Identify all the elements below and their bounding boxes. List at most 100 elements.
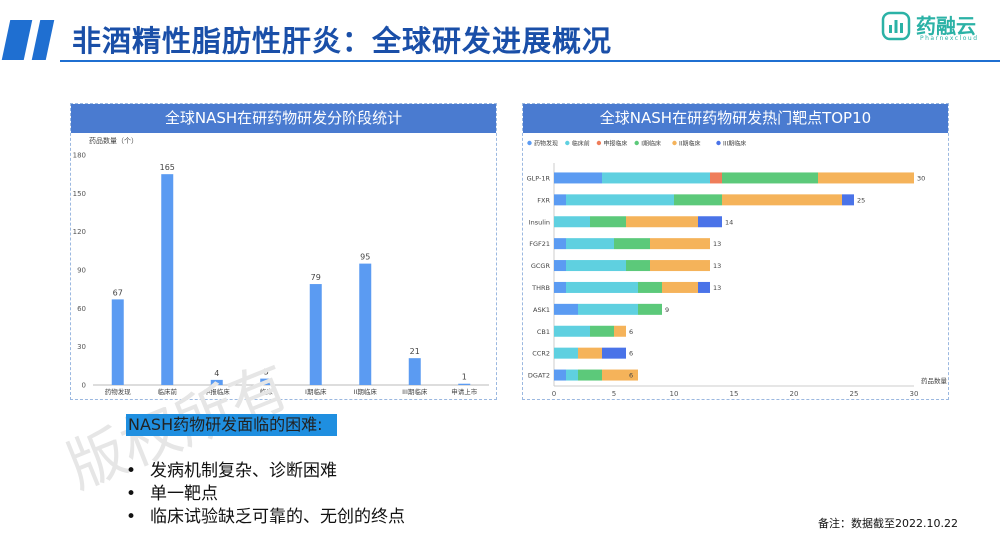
bar-segment: [638, 303, 662, 315]
x-axis-label: 药品数量: [921, 376, 948, 385]
bar: [111, 299, 124, 385]
bar-segment: [602, 369, 638, 381]
bar-segment: [554, 281, 566, 293]
x-tick-label: 申请上市: [451, 387, 478, 396]
logo-subtitle: Pharnexcloud: [920, 35, 979, 42]
list-item-text: 临床试验缺乏可靠的、无创的终点: [150, 507, 405, 527]
bar-segment: [566, 281, 638, 293]
bar-segment: [722, 172, 818, 184]
y-tick-label: FGF21: [529, 240, 550, 248]
bar-total-label: 13: [713, 240, 721, 248]
bar-segment: [554, 238, 566, 250]
bar-total-label: 6: [629, 350, 633, 358]
bar-value-label: 95: [360, 253, 370, 262]
bar-total-label: 30: [917, 174, 925, 182]
bar: [210, 379, 223, 385]
bar-segment: [602, 172, 710, 184]
legend-marker: [672, 140, 677, 146]
brand-logo: 药融云 Pharnexcloud: [880, 8, 992, 48]
bar-value-label: 1: [462, 373, 467, 382]
y-axis-label: 药品数量（个）: [89, 136, 138, 145]
legend-entry: I期临床: [641, 140, 661, 148]
bar-segment: [554, 369, 566, 381]
stage-bar-chart: 药品数量（个） 0 30 60 90 120 150 180 67 药物发现 165 临床前 4 申报临床…: [73, 136, 489, 396]
bullet-dot: •: [126, 507, 137, 527]
legend-entry: 临床前: [572, 140, 590, 148]
stage-chart-panel: 全球NASH在研药物研发分阶段统计 药品数量（个） 0 30 60 90 120 150 18…: [70, 103, 497, 400]
bar-total-label: 14: [725, 218, 733, 226]
list-item: • 发病机制复杂、诊断困难: [126, 460, 405, 483]
legend-entry: III期临床: [723, 140, 746, 148]
bar-value-label: 5: [264, 368, 269, 377]
bar-segment: [722, 194, 842, 206]
section-label: NASH药物研发面临的困难:: [126, 414, 337, 436]
legend-entry: 药物发现: [534, 140, 558, 148]
bar-segment: [650, 238, 710, 250]
bar: [260, 378, 273, 385]
bar-segment: [578, 347, 602, 359]
bar-segment: [638, 281, 662, 293]
legend-marker: [716, 140, 721, 146]
bar-segment: [554, 194, 566, 206]
legend-entry: II期临床: [679, 140, 701, 148]
x-tick-label: 药物发现: [105, 387, 132, 396]
y-tick-label: ASK1: [533, 306, 550, 314]
bar-segment: [698, 216, 722, 228]
x-tick-label: 30: [910, 390, 919, 398]
bar-segment: [674, 194, 722, 206]
bar-segment: [614, 325, 626, 337]
legend-entry: 申报临床: [603, 140, 627, 148]
bar-segment: [554, 216, 590, 228]
bar-segment: [614, 238, 650, 250]
bar-segment: [698, 281, 710, 293]
y-tick-label: FXR: [537, 196, 550, 204]
y-tick-label: 120: [73, 228, 86, 236]
list-item: • 单一靶点: [126, 483, 405, 506]
bar-segment: [590, 216, 626, 228]
bar-segment: [554, 303, 578, 315]
list-item-text: 发病机制复杂、诊断困难: [150, 461, 337, 481]
bar-total-label: 13: [713, 284, 721, 292]
bar-segment: [554, 260, 566, 272]
bar-value-label: 4: [214, 369, 219, 378]
logo-name: 药融云: [916, 14, 976, 38]
bar-segment: [662, 281, 698, 293]
y-tick-label: GLP-1R: [527, 174, 551, 182]
bar: [408, 358, 421, 385]
bar-segment: [590, 325, 614, 337]
bar-value-label: 67: [113, 288, 123, 297]
y-tick-label: 150: [73, 190, 86, 198]
x-tick-label: 15: [730, 390, 739, 398]
bar-total-label: 6: [629, 328, 633, 336]
bar-segment: [566, 238, 614, 250]
y-tick-label: CB1: [537, 328, 550, 336]
x-tick-label: 0: [552, 390, 556, 398]
data-note: 备注：数据截至2022.10.22: [818, 517, 958, 530]
x-tick-label: 临床: [260, 387, 274, 396]
bar: [309, 284, 322, 385]
y-tick-label: GCGR: [531, 262, 551, 270]
bar-segment: [842, 194, 854, 206]
bar-segment: [566, 260, 626, 272]
x-tick-label: 5: [612, 390, 616, 398]
bar-segment: [554, 325, 590, 337]
legend-marker: [565, 140, 570, 146]
bar-segment: [626, 216, 698, 228]
target-chart-panel: 全球NASH在研药物研发热门靶点TOP10 药物发现 临床前 申报临床 I期临床 II期…: [522, 103, 949, 400]
y-tick-label: THRB: [531, 284, 550, 292]
x-tick-label: 10: [670, 390, 679, 398]
y-tick-label: 90: [77, 267, 86, 275]
y-tick-label: 0: [82, 382, 86, 390]
bar-segment: [626, 260, 650, 272]
y-tick-label: 30: [77, 343, 86, 351]
y-tick-label: 180: [73, 152, 86, 160]
bar: [161, 174, 174, 385]
bar: [359, 263, 372, 385]
title-underline: [60, 60, 1000, 62]
bar-segment: [818, 172, 914, 184]
x-tick-label: III期临床: [402, 387, 428, 396]
bar-segment: [554, 347, 578, 359]
bar-value-label: 21: [410, 347, 420, 356]
